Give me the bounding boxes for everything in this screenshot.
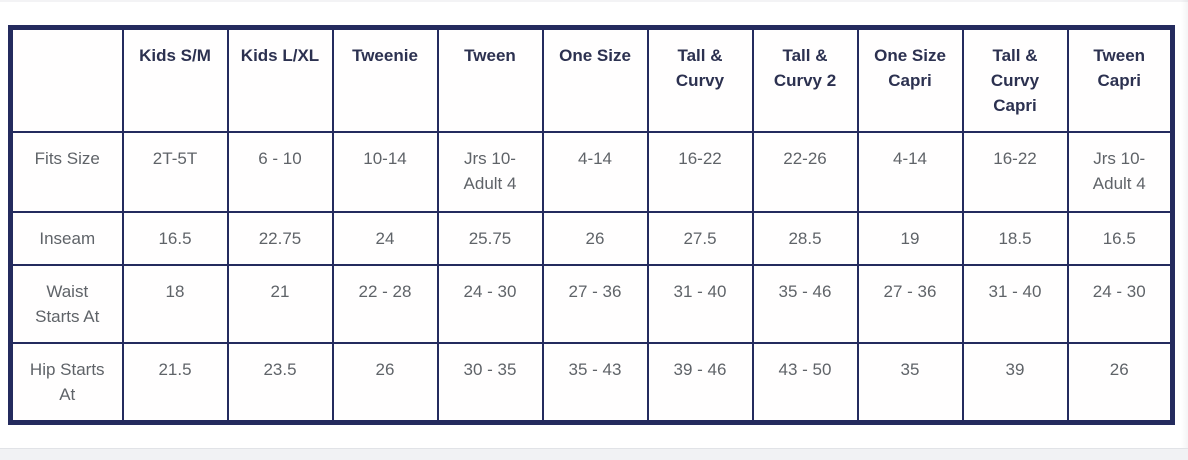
- table-cell: 26: [1066, 342, 1174, 424]
- row-label: Inseam: [9, 211, 124, 266]
- table-cell: 21.5: [121, 342, 229, 424]
- table-cell: 26: [331, 342, 439, 424]
- table-cell: 18.5: [961, 211, 1069, 266]
- table-cell: 30 - 35: [436, 342, 544, 424]
- size-chart-table: Kids S/M Kids L/XL Tweenie Tween One Size Tal…: [8, 25, 1175, 425]
- table-cell: 24: [331, 211, 439, 266]
- table-cell: 31 - 40: [961, 264, 1069, 344]
- column-header: Kids L/XL: [226, 26, 334, 133]
- row-label: Waist Starts At: [9, 264, 124, 344]
- corner-cell: [9, 26, 124, 133]
- page-top-strip: [0, 0, 1188, 2]
- table-cell: Jrs 10-Adult 4: [1066, 131, 1174, 213]
- table-cell: 22-26: [751, 131, 859, 213]
- table-cell: 19: [856, 211, 964, 266]
- table-cell: 22.75: [226, 211, 334, 266]
- right-edge-shadow: [1181, 0, 1188, 460]
- header-row: Kids S/M Kids L/XL Tweenie Tween One Size Tal…: [9, 26, 1174, 133]
- table-cell: 43 - 50: [751, 342, 859, 424]
- table-cell: 27 - 36: [541, 264, 649, 344]
- column-header: Kids S/M: [121, 26, 229, 133]
- table-cell: 16.5: [1066, 211, 1174, 266]
- column-header: Tween: [436, 26, 544, 133]
- table-row: Inseam 16.5 22.75 24 25.75 26 27.5 28.5 19 18.5 16…: [9, 211, 1174, 266]
- table-cell: 18: [121, 264, 229, 344]
- table-cell: 21: [226, 264, 334, 344]
- column-header: Tween Capri: [1066, 26, 1174, 133]
- table-cell: 27.5: [646, 211, 754, 266]
- table-cell: 35 - 43: [541, 342, 649, 424]
- table-cell: 6 - 10: [226, 131, 334, 213]
- table-cell: 31 - 40: [646, 264, 754, 344]
- row-label: Hip Starts At: [9, 342, 124, 424]
- size-chart-container: Kids S/M Kids L/XL Tweenie Tween One Size Tal…: [8, 25, 1175, 425]
- row-label: Fits Size: [9, 131, 124, 213]
- table-cell: 27 - 36: [856, 264, 964, 344]
- table-cell: 24 - 30: [1066, 264, 1174, 344]
- table-cell: 24 - 30: [436, 264, 544, 344]
- table-cell: 2T-5T: [121, 131, 229, 213]
- table-cell: 35 - 46: [751, 264, 859, 344]
- table-cell: 16.5: [121, 211, 229, 266]
- table-cell: 22 - 28: [331, 264, 439, 344]
- table-cell: 16-22: [646, 131, 754, 213]
- column-header: One Size Capri: [856, 26, 964, 133]
- column-header: Tall & Curvy: [646, 26, 754, 133]
- table-cell: Jrs 10-Adult 4: [436, 131, 544, 213]
- table-cell: 23.5: [226, 342, 334, 424]
- table-cell: 4-14: [541, 131, 649, 213]
- column-header: Tweenie: [331, 26, 439, 133]
- table-row: Waist Starts At 18 21 22 - 28 24 - 30 27 - 36…: [9, 264, 1174, 344]
- table-cell: 4-14: [856, 131, 964, 213]
- column-header: One Size: [541, 26, 649, 133]
- footer-bar: [0, 448, 1188, 460]
- column-header: Tall & Curvy 2: [751, 26, 859, 133]
- table-cell: 35: [856, 342, 964, 424]
- table-row: Hip Starts At 21.5 23.5 26 30 - 35 35 - 43 39 …: [9, 342, 1174, 424]
- table-cell: 39: [961, 342, 1069, 424]
- table-cell: 25.75: [436, 211, 544, 266]
- table-cell: 39 - 46: [646, 342, 754, 424]
- table-cell: 26: [541, 211, 649, 266]
- size-chart-header: Kids S/M Kids L/XL Tweenie Tween One Size Tal…: [9, 26, 1174, 133]
- table-cell: 16-22: [961, 131, 1069, 213]
- column-header: Tall & Curvy Capri: [961, 26, 1069, 133]
- table-cell: 28.5: [751, 211, 859, 266]
- table-cell: 10-14: [331, 131, 439, 213]
